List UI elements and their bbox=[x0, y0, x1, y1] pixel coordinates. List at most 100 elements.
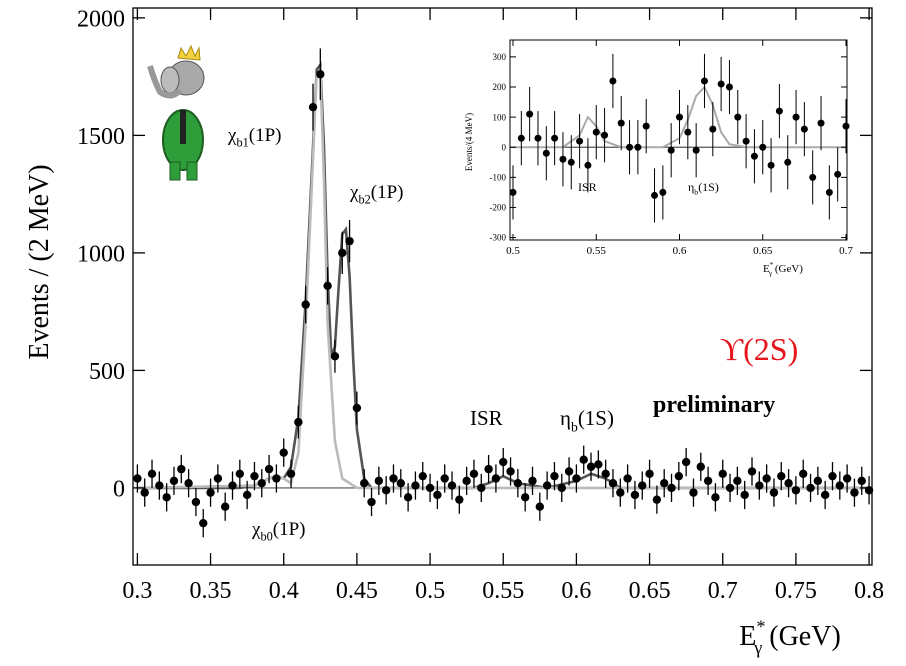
data-point bbox=[642, 122, 650, 130]
annotation: χb0(1P) bbox=[251, 519, 306, 544]
data-point bbox=[750, 152, 758, 160]
data-point bbox=[294, 417, 303, 427]
data-point bbox=[147, 469, 157, 479]
data-point bbox=[462, 476, 471, 486]
data-point bbox=[389, 474, 398, 483]
data-point bbox=[559, 155, 567, 163]
data-point bbox=[684, 128, 692, 136]
label-part: (1P) bbox=[273, 519, 306, 540]
x-tick-label: 0.6 bbox=[561, 578, 591, 604]
mascot bbox=[147, 44, 205, 181]
x-tick-label: 0.5 bbox=[506, 245, 520, 257]
data-point bbox=[820, 490, 830, 500]
data-point bbox=[517, 134, 525, 142]
data-point bbox=[651, 191, 659, 199]
x-tick-label: 0.65 bbox=[629, 578, 671, 604]
data-point bbox=[169, 476, 179, 486]
data-point bbox=[792, 113, 800, 121]
label-part: b1 bbox=[236, 136, 248, 150]
data-point bbox=[734, 113, 742, 121]
y-tick-label: -100 bbox=[490, 172, 507, 182]
data-point bbox=[703, 476, 713, 486]
x-tick-label: 0.55 bbox=[587, 245, 607, 257]
y-tick-label: 500 bbox=[89, 359, 125, 385]
data-point bbox=[477, 483, 486, 493]
x-tick-label: 0.75 bbox=[775, 578, 817, 604]
data-point bbox=[526, 110, 534, 118]
label-part: η bbox=[560, 406, 571, 430]
data-point bbox=[228, 481, 237, 490]
data-point bbox=[667, 483, 676, 493]
data-point bbox=[499, 457, 508, 467]
label-part: χ bbox=[349, 182, 359, 203]
y-axis-label: Events/(4 MeV) bbox=[464, 113, 474, 171]
label-part: b bbox=[694, 188, 698, 197]
data-point bbox=[689, 488, 698, 497]
plot-frame bbox=[509, 39, 848, 241]
data-point bbox=[784, 158, 792, 166]
data-point bbox=[806, 483, 815, 493]
data-point bbox=[455, 495, 464, 504]
data-point bbox=[800, 125, 808, 133]
x-tick-label: 0.3 bbox=[122, 578, 152, 604]
data-point bbox=[700, 77, 708, 85]
inset-background bbox=[510, 40, 847, 240]
data-point bbox=[509, 188, 517, 196]
data-point bbox=[584, 161, 592, 169]
data-point bbox=[842, 122, 850, 130]
data-point bbox=[652, 495, 662, 504]
label-part: ϒ(2S) bbox=[720, 331, 798, 367]
data-point bbox=[817, 119, 825, 127]
data-point bbox=[762, 474, 771, 483]
plot-frame bbox=[132, 7, 873, 566]
data-point bbox=[791, 486, 801, 495]
data-point bbox=[411, 481, 420, 490]
data-point bbox=[799, 469, 808, 479]
annotation: ISR bbox=[578, 180, 597, 194]
data-point bbox=[323, 281, 332, 290]
data-point bbox=[709, 125, 717, 133]
data-point bbox=[725, 483, 735, 493]
data-point bbox=[425, 483, 435, 493]
data-point bbox=[535, 502, 545, 511]
data-point bbox=[767, 161, 775, 169]
label-part: ISR bbox=[470, 406, 503, 430]
data-point bbox=[718, 469, 727, 479]
label-part: b0 bbox=[260, 530, 272, 544]
y-tick-label: 1000 bbox=[77, 241, 125, 267]
data-point bbox=[316, 70, 325, 79]
data-point bbox=[155, 481, 164, 490]
data-point bbox=[769, 488, 779, 497]
data-point bbox=[616, 488, 625, 497]
plot-1: 0.5 0.55 0.6 0.65 0.7 -300 -200 -100 0 100 200 300 bbox=[490, 39, 853, 257]
data-point bbox=[191, 497, 201, 507]
data-point bbox=[279, 448, 288, 457]
label-part: * bbox=[756, 616, 765, 636]
y-tick-label: 2000 bbox=[77, 6, 125, 32]
data-point bbox=[338, 248, 347, 258]
y-axis-label: Events / (2 MeV) bbox=[24, 164, 55, 359]
data-point bbox=[576, 137, 584, 145]
data-point bbox=[360, 479, 369, 488]
annotation: χb1(1P) bbox=[227, 125, 282, 150]
data-point bbox=[825, 188, 833, 196]
data-point bbox=[542, 149, 550, 157]
data-point bbox=[733, 476, 742, 486]
data-point bbox=[667, 146, 675, 154]
data-point bbox=[592, 128, 600, 136]
data-point bbox=[725, 83, 733, 91]
data-point bbox=[206, 488, 215, 497]
label-part: (1S) bbox=[578, 406, 614, 430]
data-point bbox=[177, 464, 186, 474]
y-tick-label: 1500 bbox=[77, 124, 125, 150]
data-point bbox=[601, 131, 609, 139]
data-point bbox=[717, 80, 725, 88]
data-point bbox=[184, 479, 193, 488]
label-part: ISR bbox=[578, 180, 597, 194]
y-tick-label: -300 bbox=[490, 233, 507, 243]
data-point bbox=[660, 479, 669, 488]
data-point bbox=[213, 474, 223, 483]
label-part: (GeV) bbox=[762, 621, 841, 652]
data-point bbox=[542, 481, 552, 490]
